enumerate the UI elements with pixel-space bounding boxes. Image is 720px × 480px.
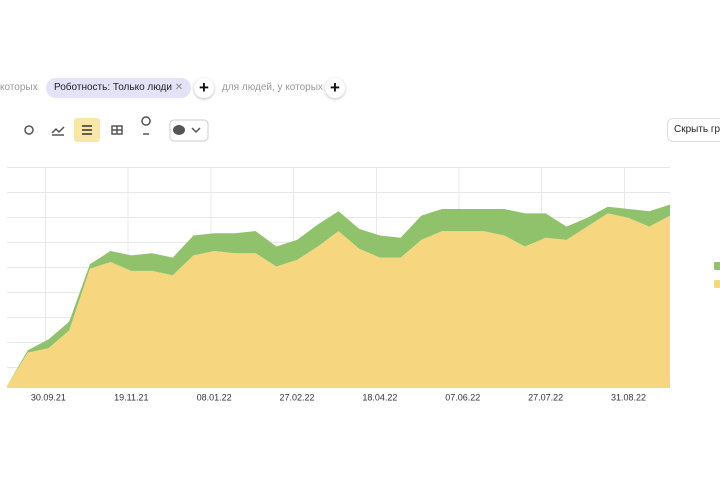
x-tick-label: 30.09.21 (31, 392, 66, 402)
toolbar-icons (24, 116, 209, 142)
x-tick-label: 27.02.22 (280, 392, 315, 402)
filter-chip[interactable]: Роботность: Только люди ✕ (46, 78, 192, 98)
pie-icon[interactable] (24, 125, 34, 135)
x-tick-label: 19.11.21 (114, 392, 148, 402)
hide-chart-button[interactable]: Скрыть гр (667, 118, 720, 142)
map-icon[interactable] (141, 116, 151, 135)
add-segment[interactable]: + (325, 78, 345, 98)
filter-text: которых (0, 82, 38, 93)
area-icon[interactable] (82, 125, 92, 135)
x-tick-label: 07.06.22 (445, 392, 480, 402)
add-filter[interactable]: + (194, 78, 214, 98)
x-tick-label: 27.07.22 (528, 392, 563, 402)
x-tick-label: 18.04.22 (362, 392, 397, 402)
legend-swatch (714, 262, 720, 270)
chevron (191, 127, 201, 134)
comment-icon (173, 125, 185, 135)
area (7, 213, 670, 388)
annotation-dropdown[interactable] (169, 119, 209, 142)
chip-label: Роботность: Только люди (54, 82, 172, 93)
bar-icon[interactable] (111, 125, 123, 135)
x-tick-label: 31.08.22 (611, 392, 646, 402)
legend-swatch (714, 280, 720, 288)
x-tick-label: 08.01.22 (197, 392, 232, 402)
line-icon[interactable] (51, 126, 65, 136)
segment-text: для людей, у которых (222, 82, 323, 93)
